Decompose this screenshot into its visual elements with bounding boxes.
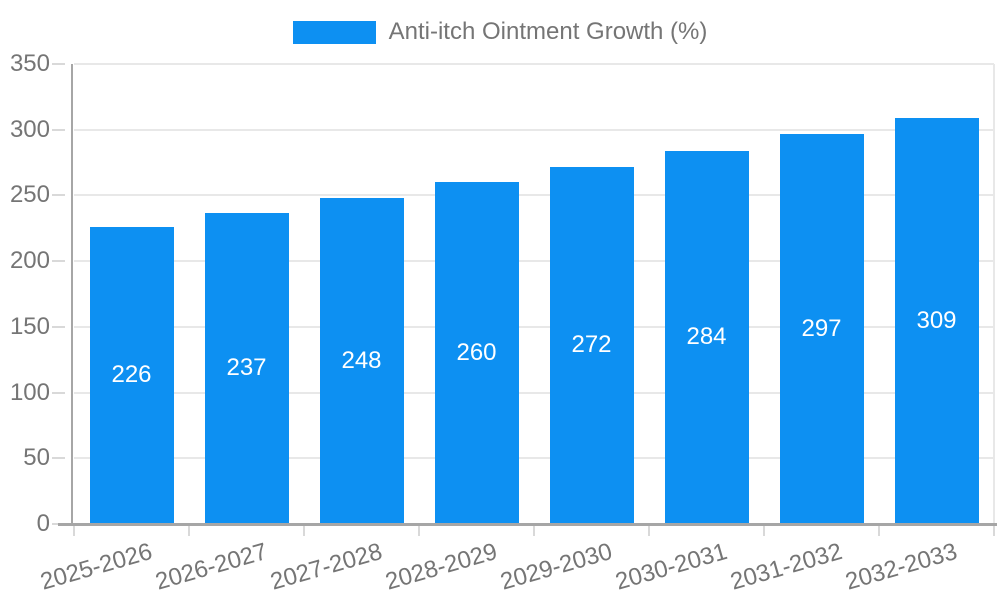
- bar-value-label: 309: [916, 306, 957, 334]
- y-gridline: [74, 194, 994, 197]
- bar-value-label: 297: [801, 314, 842, 342]
- y-tick-label: 50: [23, 444, 50, 472]
- x-tick-label: 2028-2029: [382, 538, 500, 596]
- x-axis-tick: [648, 526, 650, 536]
- bar-value-label: 237: [226, 354, 267, 382]
- y-axis-tick: [52, 128, 65, 131]
- bar-2025-2026[interactable]: 226: [89, 226, 174, 524]
- bar-2027-2028[interactable]: 248: [319, 198, 404, 524]
- y-tick-label: 350: [9, 50, 50, 77]
- y-axis-tick: [52, 457, 65, 460]
- bar-2030-2031[interactable]: 284: [664, 150, 749, 524]
- legend: Anti-itch Ointment Growth (%): [0, 18, 1000, 46]
- x-tick-label: 2032-2033: [842, 538, 960, 596]
- x-axis-line: [58, 523, 997, 526]
- x-axis-tick: [533, 526, 535, 536]
- x-tick-label: 2027-2028: [267, 538, 385, 596]
- bar-value-label: 272: [571, 331, 612, 359]
- y-tick-label: 150: [9, 312, 50, 340]
- bar-2028-2029[interactable]: 260: [434, 182, 519, 524]
- y-axis-tick: [52, 260, 65, 263]
- y-gridline: [74, 325, 994, 328]
- bar-2026-2027[interactable]: 237: [204, 212, 289, 524]
- y-gridline: [74, 128, 994, 131]
- y-gridline: [74, 457, 994, 460]
- bar-2032-2033[interactable]: 309: [894, 117, 979, 524]
- y-gridline: [74, 260, 994, 263]
- x-axis-tick: [418, 526, 420, 536]
- bar-value-label: 226: [111, 361, 152, 389]
- y-tick-label: 200: [9, 247, 50, 275]
- x-tick-label: 2029-2030: [497, 538, 615, 596]
- bar-2031-2032[interactable]: 297: [779, 133, 864, 524]
- bar-value-label: 248: [341, 347, 382, 375]
- plot-right-border: [993, 64, 995, 524]
- y-axis-tick: [52, 194, 65, 197]
- y-tick-label: 250: [9, 181, 50, 209]
- y-tick-label: 100: [9, 378, 50, 406]
- x-axis-tick: [303, 526, 305, 536]
- x-axis-tick: [993, 526, 995, 536]
- x-axis-tick: [73, 526, 75, 536]
- y-axis-tick: [52, 325, 65, 328]
- y-axis-tick: [52, 391, 65, 394]
- y-axis-line: [71, 64, 73, 526]
- x-tick-label: 2025-2026: [37, 538, 155, 596]
- legend-item[interactable]: Anti-itch Ointment Growth (%): [292, 18, 708, 46]
- x-tick-label: 2026-2027: [152, 538, 270, 596]
- bar-value-label: 284: [686, 323, 727, 351]
- legend-label: Anti-itch Ointment Growth (%): [388, 18, 708, 45]
- x-axis-tick: [763, 526, 765, 536]
- y-gridline: [74, 63, 994, 65]
- bar-2029-2030[interactable]: 272: [549, 166, 634, 524]
- y-tick-label: 300: [9, 115, 50, 143]
- x-tick-label: 2031-2032: [727, 538, 845, 596]
- y-axis-tick: [52, 63, 65, 65]
- x-tick-label: 2030-2031: [612, 538, 730, 596]
- y-gridline: [74, 391, 994, 394]
- legend-swatch-icon: [292, 20, 376, 44]
- bar-value-label: 260: [456, 339, 497, 367]
- x-axis-tick: [188, 526, 190, 536]
- y-tick-label: 0: [36, 510, 50, 537]
- x-axis-tick: [878, 526, 880, 536]
